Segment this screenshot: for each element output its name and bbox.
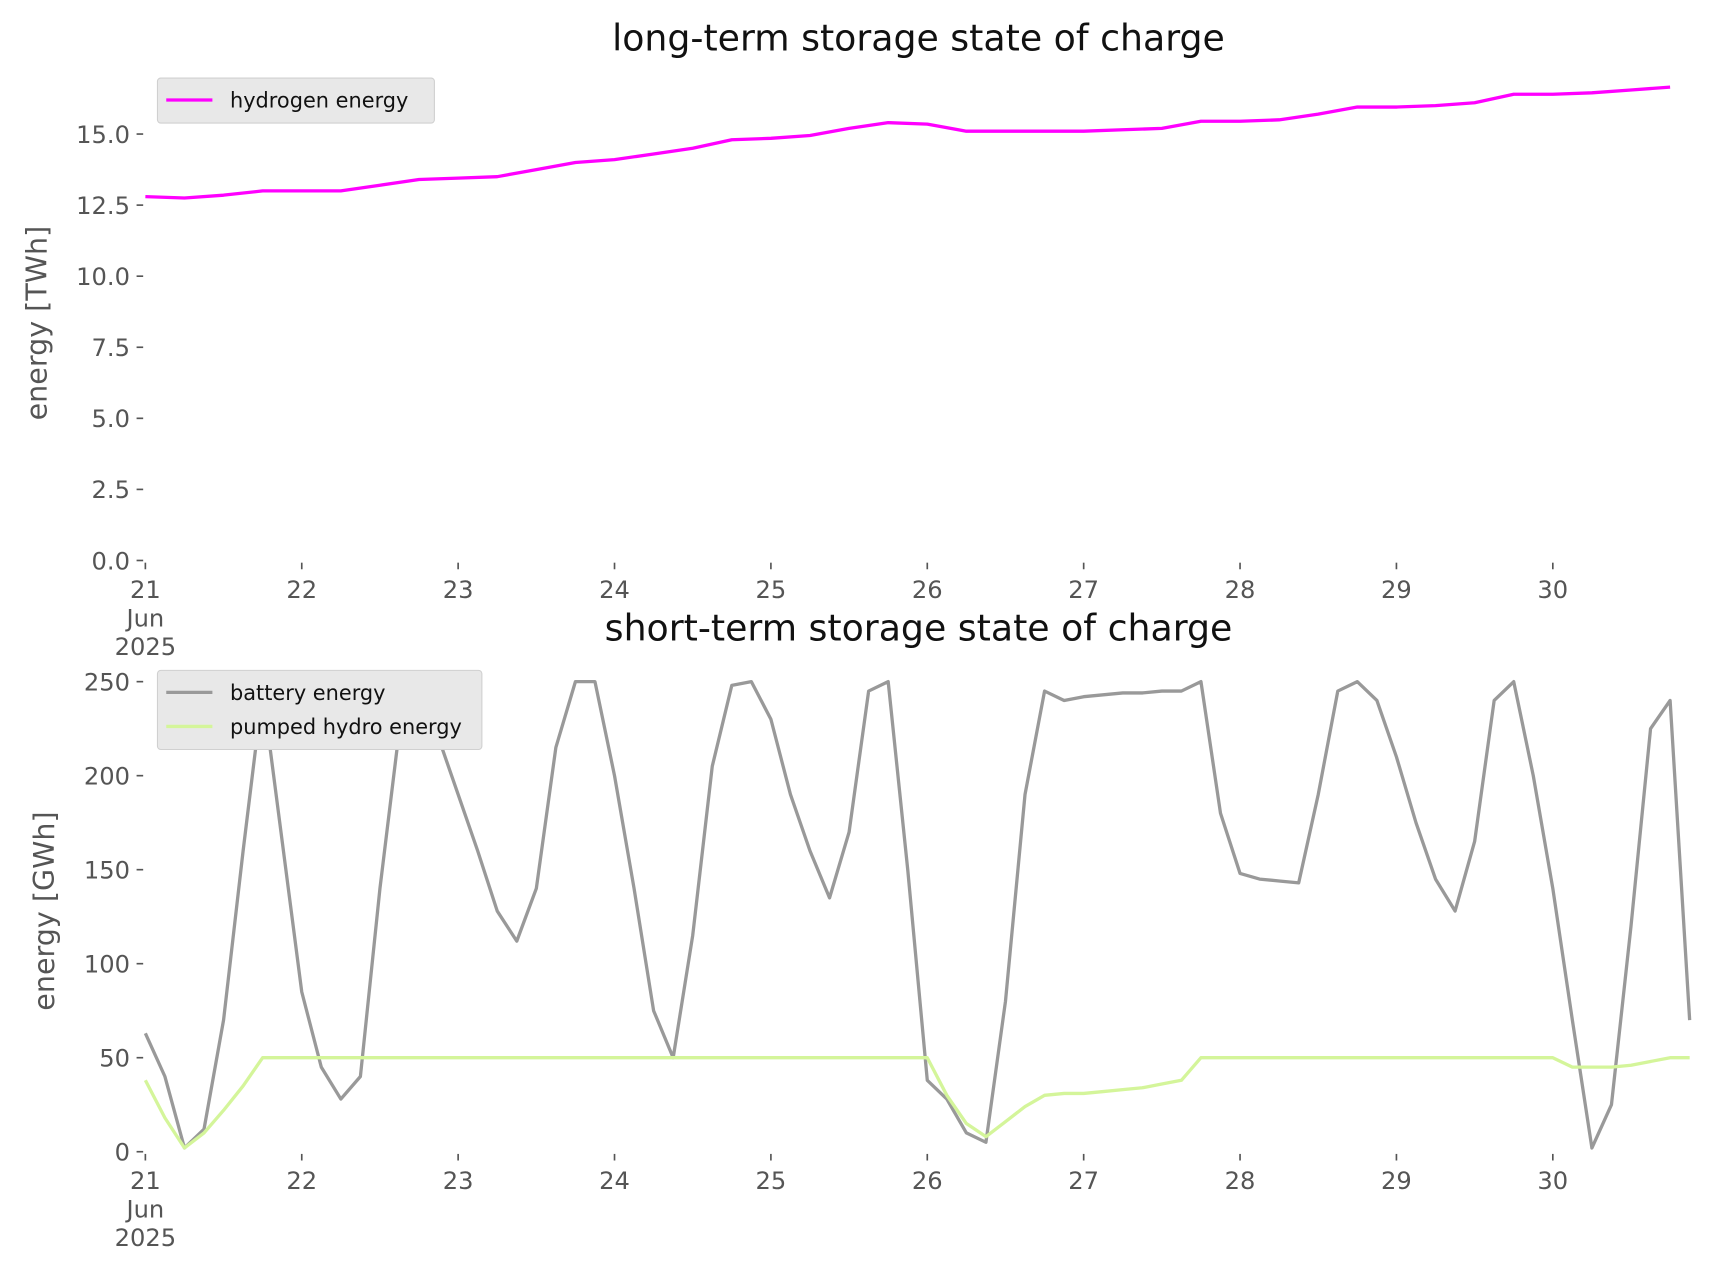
y-tick-label: 50 [99,1044,130,1072]
x-tick-label: 27 [1068,1167,1099,1195]
y-tick-label: 200 [84,762,130,790]
x-tick-label: 25 [756,576,787,604]
data-line [143,680,1692,1150]
x-tick-label: 29 [1381,1167,1412,1195]
x-tick-label: 21 Jun 2025 [115,576,176,661]
chart-title: long-term storage state of charge [612,17,1225,60]
x-tick-label: 22 [286,576,317,604]
y-tick-label: 7.5 [92,334,130,362]
data-line [143,1056,1690,1150]
x-tick-label: 30 [1537,576,1568,604]
y-tick-label: 100 [84,950,130,978]
y-tick-label: 15.0 [76,121,130,149]
legend-label: hydrogen energy [230,89,408,113]
x-tick-label: 21 Jun 2025 [115,1167,176,1252]
y-tick-label: 12.5 [76,192,130,220]
y-tick-label: 2.5 [92,476,130,504]
x-tick-label: 28 [1225,576,1256,604]
x-tick-label: 26 [912,1167,943,1195]
x-tick-label: 25 [756,1167,787,1195]
y-tick-label: 0.0 [92,547,130,575]
x-tick-label: 24 [599,1167,630,1195]
x-tick-label: 24 [599,576,630,604]
y-tick-label: 250 [84,668,130,696]
x-tick-label: 23 [443,1167,474,1195]
y-axis-label: energy [TWh] [19,226,53,421]
y-tick-label: 10.0 [76,263,130,291]
chart-title: short-term storage state of charge [605,607,1233,650]
legend-label: battery energy [230,681,386,705]
legend-label: pumped hydro energy [230,715,462,739]
legend-box [156,669,483,751]
x-tick-label: 27 [1068,576,1099,604]
x-tick-label: 28 [1225,1167,1256,1195]
x-tick-label: 26 [912,576,943,604]
y-tick-label: 150 [84,856,130,884]
data-line [145,85,1671,200]
x-tick-label: 23 [443,576,474,604]
y-tick-label: 5.0 [92,405,130,433]
x-tick-label: 29 [1381,576,1412,604]
x-tick-label: 22 [286,1167,317,1195]
y-tick-label: 0 [115,1139,130,1167]
y-axis-label: energy [GWh] [27,811,61,1010]
x-tick-label: 30 [1537,1167,1568,1195]
legend-box [156,77,435,124]
